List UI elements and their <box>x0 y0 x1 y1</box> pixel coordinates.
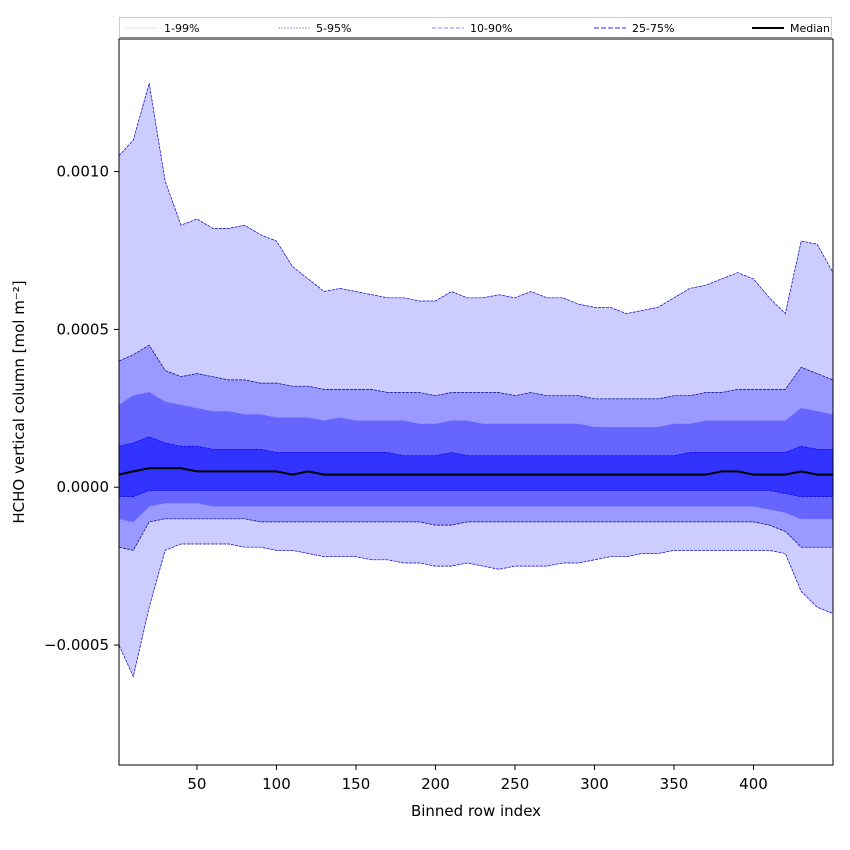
legend-swatch <box>126 27 158 29</box>
legend-item: 1-99% <box>126 18 199 38</box>
legend-label: 1-99% <box>164 21 200 35</box>
legend-label: 25-75% <box>632 21 675 35</box>
x-tick-label: 350 <box>660 775 689 793</box>
band-edge-lower <box>119 543 833 678</box>
band-1-99% <box>119 83 833 677</box>
median-line <box>119 467 833 476</box>
legend-item: 10-90% <box>432 18 512 38</box>
legend-item: 25-75% <box>594 18 674 38</box>
x-axis: 50 100 150 200 250 300 350 400 <box>187 765 768 793</box>
legend-label: Median <box>790 21 831 35</box>
band-edge-upper <box>119 83 833 315</box>
band-edge-upper <box>119 344 833 400</box>
x-tick-label: 400 <box>739 775 768 793</box>
legend-label: 10-90% <box>470 21 513 35</box>
y-tick-label: 0.0010 <box>57 163 110 181</box>
band-edge-upper <box>119 436 833 457</box>
line-layer <box>119 83 833 678</box>
legend: 1-99% 5-95% 10-90% 25-75% Median <box>119 17 832 38</box>
x-tick-label: 300 <box>580 775 609 793</box>
y-tick-label: −0.0005 <box>44 636 109 654</box>
band-25-75% <box>119 436 833 497</box>
band-edge-lower <box>119 518 833 551</box>
x-tick-label: 150 <box>342 775 371 793</box>
legend-swatch <box>278 27 310 29</box>
band-layer <box>119 83 833 677</box>
x-tick-label: 100 <box>262 775 291 793</box>
legend-swatch <box>594 27 626 29</box>
y-tick-label: 0.0005 <box>57 320 110 338</box>
y-axis: −0.0005 0.0000 0.0005 0.0010 <box>44 163 119 654</box>
band-edge-upper <box>119 392 833 428</box>
legend-item: Median <box>752 18 830 38</box>
legend-item: 5-95% <box>278 18 351 38</box>
band-edge-lower <box>119 490 833 498</box>
legend-label: 5-95% <box>316 21 352 35</box>
legend-swatch <box>432 27 464 29</box>
x-tick-label: 250 <box>501 775 530 793</box>
x-tick-label: 200 <box>421 775 450 793</box>
y-axis-label: HCHO vertical column [mol m⁻²] <box>10 280 28 523</box>
band-edge-lower <box>119 502 833 523</box>
x-tick-label: 50 <box>187 775 206 793</box>
x-axis-label: Binned row index <box>411 802 541 820</box>
plot-frame <box>118 38 834 766</box>
y-tick-label: 0.0000 <box>57 478 110 496</box>
legend-swatch <box>752 27 784 29</box>
